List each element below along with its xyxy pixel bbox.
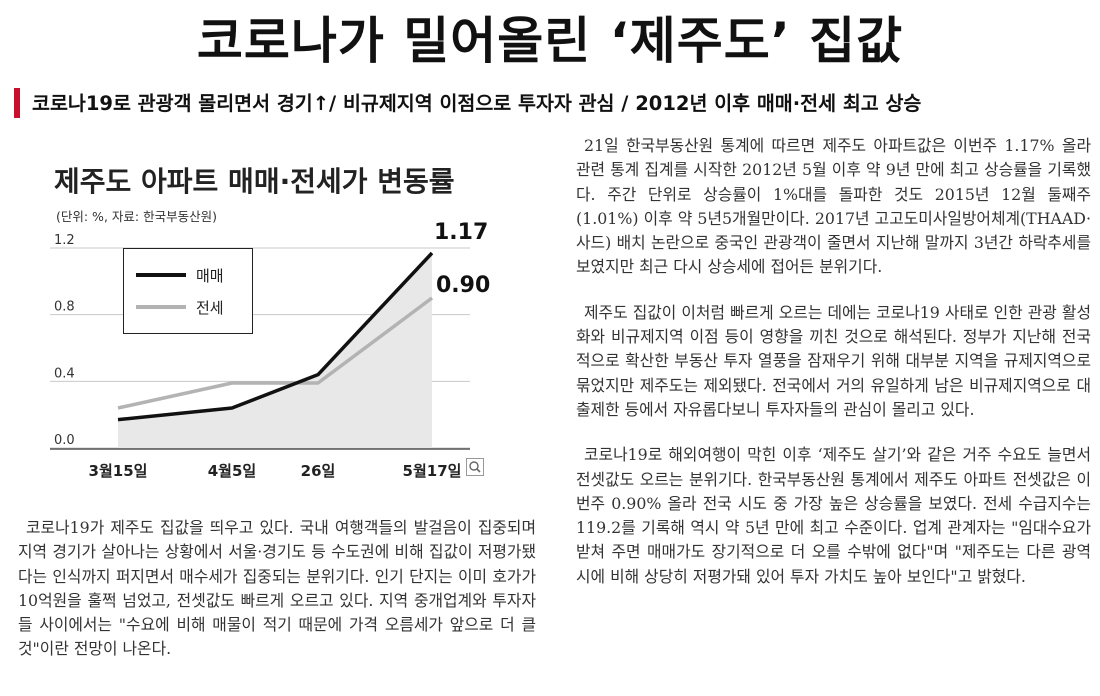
article-column-right: 21일 한국부동산원 통계에 따르면 제주도 아파트값은 이번주 1.17% 올… bbox=[576, 134, 1091, 589]
legend-label-jeonse: 전세 bbox=[196, 298, 224, 317]
area-fill bbox=[118, 253, 432, 448]
x-tick-label: 5월17일 bbox=[403, 462, 462, 480]
legend-item-sale: 매매 bbox=[136, 263, 224, 287]
subheadline-accent-bar bbox=[14, 88, 20, 118]
legend-swatch-sale bbox=[136, 273, 186, 277]
y-tick-label: 0.0 bbox=[54, 433, 75, 448]
article-paragraph: 21일 한국부동산원 통계에 따르면 제주도 아파트값은 이번주 1.17% 올… bbox=[576, 136, 1091, 277]
headline: 코로나가 밀어올린 ‘제주도’ 집값 bbox=[196, 12, 904, 70]
chart-title: 제주도 아파트 매매·전세가 변동률 bbox=[54, 165, 455, 198]
subheadline: 코로나19로 관광객 몰리면서 경기↑/ 비규제지역 이점으로 투자자 관심 /… bbox=[32, 92, 922, 115]
article-paragraph: 제주도 집값이 이처럼 빠르게 오르는 데에는 코로나19 사태로 인한 관광 … bbox=[576, 302, 1091, 419]
data-label-jeonse: 0.90 bbox=[436, 273, 490, 298]
y-tick-label: 0.4 bbox=[54, 366, 75, 381]
article-paragraph: 코로나19로 해외여행이 막힌 이후 ‘제주도 살기’와 같은 거주 수요도 늘… bbox=[576, 445, 1091, 586]
x-tick-label: 4월5일 bbox=[208, 462, 256, 480]
legend-item-jeonse: 전세 bbox=[136, 295, 224, 319]
x-tick-label: 3월15일 bbox=[89, 462, 148, 480]
legend-label-sale: 매매 bbox=[196, 266, 224, 285]
chart-legend: 매매 전세 bbox=[123, 248, 253, 334]
line-chart: 1.2 0.8 0.4 0.0 3월15일 4월5일 26일 5월17일 1.17 0.90 bbox=[50, 220, 490, 480]
data-label-sale: 1.17 bbox=[434, 220, 488, 245]
series-line-sale bbox=[117, 251, 434, 422]
x-tick-label: 26일 bbox=[301, 462, 336, 480]
series-line-jeonse bbox=[117, 296, 434, 410]
chart-unit-note: (단위: %, 자료: 한국부동산원) bbox=[56, 209, 217, 224]
y-tick-label: 1.2 bbox=[54, 233, 75, 248]
legend-swatch-jeonse bbox=[136, 305, 186, 309]
article-column-left: 코로나19가 제주도 집값을 띄우고 있다. 국내 여행객들의 발걸음이 집중되… bbox=[18, 516, 536, 662]
zoom-icon[interactable] bbox=[466, 458, 484, 476]
y-tick-label: 0.8 bbox=[54, 300, 75, 315]
article-paragraph: 코로나19가 제주도 집값을 띄우고 있다. 국내 여행객들의 발걸음이 집중되… bbox=[18, 518, 536, 659]
